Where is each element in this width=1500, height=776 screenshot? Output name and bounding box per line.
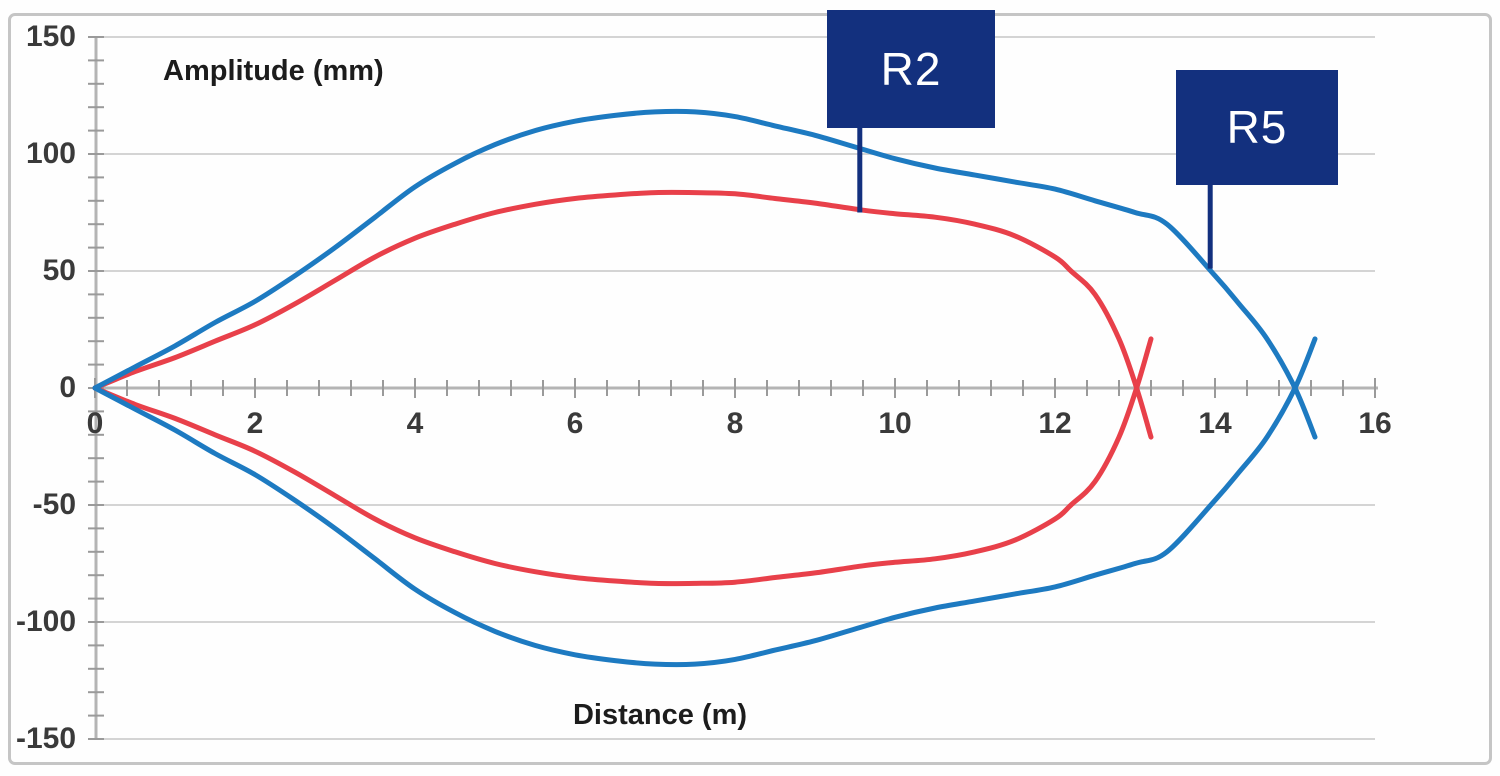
x-tick-label-2: 2 bbox=[246, 407, 264, 440]
curve-r5-lower bbox=[92, 336, 1318, 668]
curve-r2-upper bbox=[92, 189, 1154, 440]
callout-box-r5: R5 bbox=[1175, 69, 1339, 185]
x-tick-label-12: 12 bbox=[1038, 407, 1072, 440]
y-tick-label-150: 150 bbox=[25, 20, 76, 53]
y-tick-label-100: 100 bbox=[25, 137, 76, 170]
y-tick-label-50: 50 bbox=[42, 254, 76, 287]
x-tick-label-6: 6 bbox=[566, 407, 584, 440]
x-tick-label-14: 14 bbox=[1198, 407, 1232, 440]
callout-box-r2: R2 bbox=[827, 10, 995, 128]
chart-outer-border bbox=[8, 13, 1492, 765]
x-tick-label-16: 16 bbox=[1358, 407, 1392, 440]
callout-label-r2: R2 bbox=[880, 43, 942, 96]
y-tick-label--50: -50 bbox=[32, 488, 76, 521]
y-tick-label--100: -100 bbox=[15, 605, 76, 638]
y-tick-label--150: -150 bbox=[15, 722, 76, 755]
x-axis-title: Distance (m) bbox=[572, 699, 748, 731]
x-tick-label-0: 0 bbox=[86, 407, 104, 440]
curve-r5-upper bbox=[92, 108, 1318, 440]
callout-label-r5: R5 bbox=[1226, 101, 1288, 154]
x-tick-label-10: 10 bbox=[878, 407, 912, 440]
y-tick-label-0: 0 bbox=[59, 371, 76, 404]
curve-r2-lower bbox=[92, 336, 1154, 587]
x-tick-label-8: 8 bbox=[726, 407, 744, 440]
y-axis-title: Amplitude (mm) bbox=[163, 55, 384, 87]
x-tick-label-4: 4 bbox=[406, 407, 424, 440]
